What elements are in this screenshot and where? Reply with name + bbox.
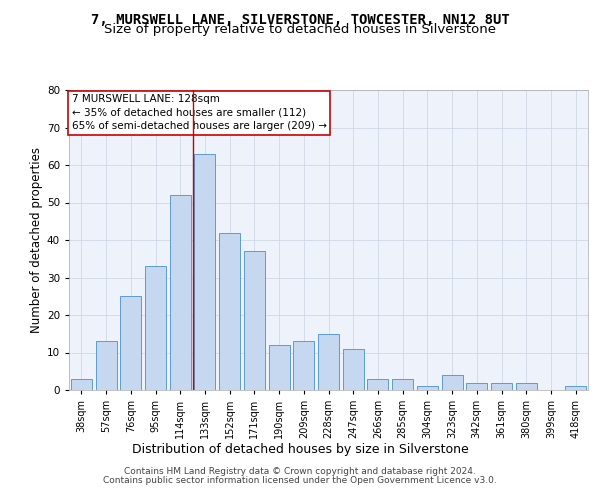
Bar bbox=[565, 386, 586, 390]
Y-axis label: Number of detached properties: Number of detached properties bbox=[29, 147, 43, 333]
Text: 7 MURSWELL LANE: 128sqm
← 35% of detached houses are smaller (112)
65% of semi-d: 7 MURSWELL LANE: 128sqm ← 35% of detache… bbox=[71, 94, 326, 131]
Bar bbox=[194, 154, 215, 390]
Bar bbox=[318, 334, 339, 390]
Bar bbox=[466, 382, 487, 390]
Text: Contains HM Land Registry data © Crown copyright and database right 2024.: Contains HM Land Registry data © Crown c… bbox=[124, 467, 476, 476]
Bar bbox=[219, 232, 240, 390]
Bar bbox=[392, 379, 413, 390]
Bar bbox=[120, 296, 141, 390]
Bar bbox=[269, 345, 290, 390]
Bar bbox=[95, 341, 116, 390]
Text: Distribution of detached houses by size in Silverstone: Distribution of detached houses by size … bbox=[131, 442, 469, 456]
Text: Size of property relative to detached houses in Silverstone: Size of property relative to detached ho… bbox=[104, 22, 496, 36]
Bar bbox=[516, 382, 537, 390]
Bar bbox=[367, 379, 388, 390]
Bar bbox=[71, 379, 92, 390]
Bar bbox=[417, 386, 438, 390]
Bar bbox=[491, 382, 512, 390]
Bar bbox=[170, 195, 191, 390]
Bar bbox=[343, 349, 364, 390]
Text: Contains public sector information licensed under the Open Government Licence v3: Contains public sector information licen… bbox=[103, 476, 497, 485]
Bar bbox=[442, 375, 463, 390]
Bar bbox=[145, 266, 166, 390]
Bar bbox=[244, 251, 265, 390]
Bar bbox=[293, 341, 314, 390]
Text: 7, MURSWELL LANE, SILVERSTONE, TOWCESTER, NN12 8UT: 7, MURSWELL LANE, SILVERSTONE, TOWCESTER… bbox=[91, 12, 509, 26]
